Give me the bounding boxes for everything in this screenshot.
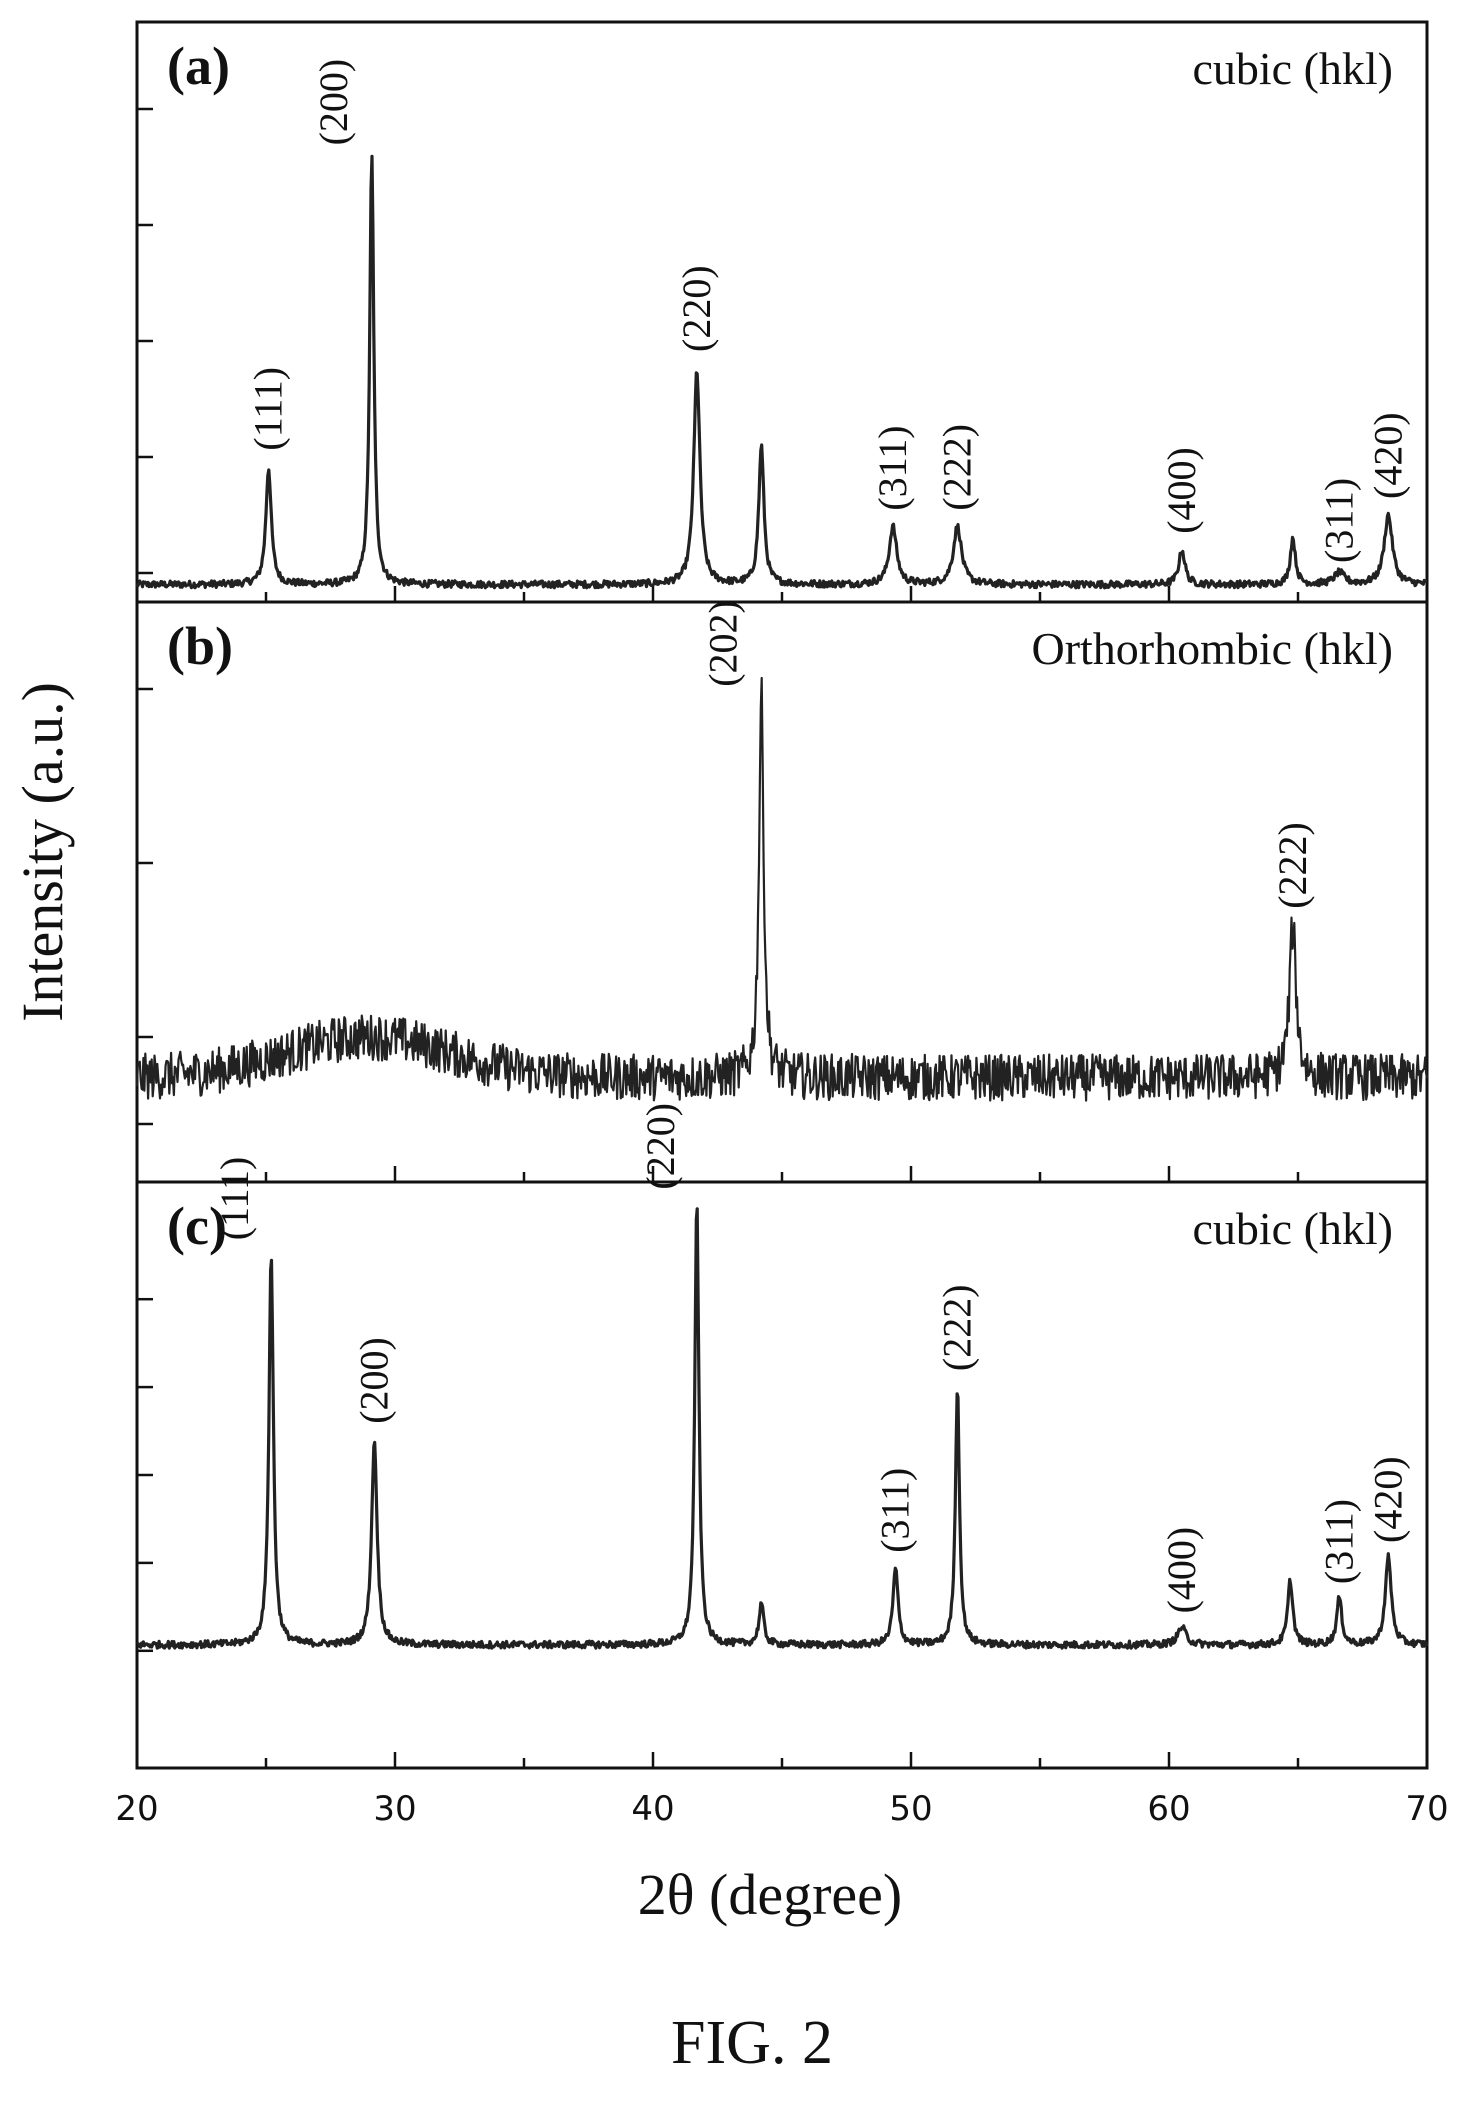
panel-b: (b) Orthorhombic (hkl) (202) (222): [135, 600, 1429, 1184]
peak-label: (222): [934, 424, 979, 511]
peak-label: (222): [1270, 822, 1315, 909]
panel-tag: (b): [167, 616, 233, 676]
peak-label: (200): [351, 1337, 396, 1424]
x-tick-label: 30: [373, 1789, 416, 1829]
peak-label: (400): [1159, 1527, 1204, 1614]
xrd-spectrum-line: [135, 154, 1428, 590]
phase-label: Orthorhombic (hkl): [1031, 623, 1393, 674]
peak-label: (311): [1316, 1499, 1361, 1584]
x-tick-label: 70: [1405, 1789, 1448, 1829]
panel-a: (a) cubic (hkl) (111) (200) (220) (311) (222) (…: [135, 20, 1429, 604]
xrd-spectrum-line: [135, 676, 1429, 1102]
peak-label: (311): [873, 1468, 918, 1553]
xrd-spectrum-line: [136, 1207, 1429, 1650]
peak-label: (111): [246, 367, 291, 451]
panel-tag: (c): [167, 1196, 227, 1256]
x-axis-title: 2θ (degree): [638, 1862, 902, 1927]
panel-tag: (a): [167, 36, 230, 96]
peak-label: (311): [870, 425, 915, 510]
y-axis-title: Intensity (a.u.): [10, 682, 75, 1022]
panel-frame: [135, 1180, 1429, 1770]
peak-label: (420): [1365, 412, 1410, 499]
peak-label: (220): [638, 1103, 683, 1190]
panel-c: (c) cubic (hkl) (111) (200) (220) (311) (222) (…: [135, 1103, 1429, 1770]
panel-frame: [135, 600, 1429, 1184]
phase-label: cubic (hkl): [1192, 1203, 1393, 1254]
x-tick-label: 60: [1147, 1789, 1190, 1829]
x-tick-label: 50: [889, 1789, 932, 1829]
x-tick-label: 40: [631, 1789, 674, 1829]
peak-label: (222): [934, 1284, 979, 1371]
peak-label: (111): [212, 1157, 257, 1241]
x-tick-label: 20: [115, 1789, 158, 1829]
phase-label: cubic (hkl): [1192, 43, 1393, 94]
peak-label: (311): [1316, 478, 1361, 563]
peak-label: (220): [674, 265, 719, 352]
peak-label: (200): [311, 59, 356, 146]
plot-layer: (a) cubic (hkl)(111)(200)(220)(311) (222)(…: [115, 20, 1449, 1829]
peak-label: (400): [1159, 447, 1204, 534]
peak-label: (202): [700, 600, 745, 687]
peak-label: (420): [1365, 1456, 1410, 1543]
figure-caption: FIG. 2: [671, 2009, 833, 2077]
